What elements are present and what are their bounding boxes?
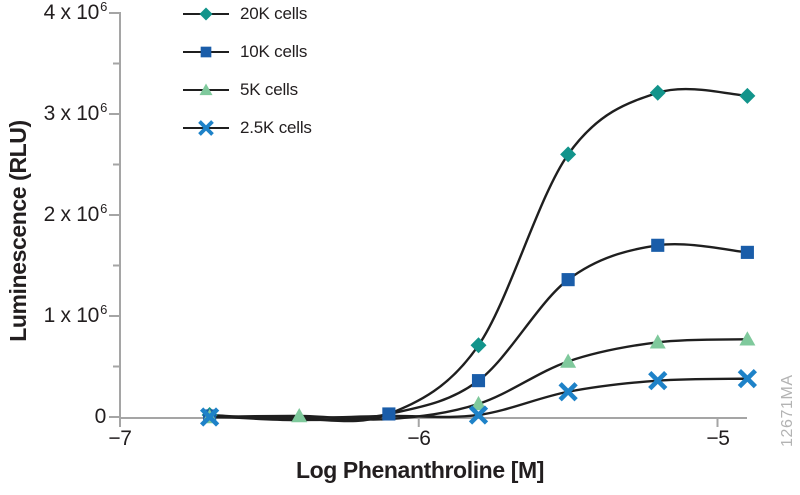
diamond-data-point-marker	[199, 7, 213, 21]
x-data-point-marker	[558, 382, 578, 402]
watermark-figure-id: 12671MA	[779, 374, 796, 447]
square-data-point-marker	[651, 238, 665, 252]
diamond-data-point-marker	[470, 337, 487, 354]
series-markers-10k-cells	[203, 238, 754, 423]
triangle-data-point-marker	[649, 334, 666, 349]
x-tick-label: −7	[108, 427, 132, 450]
y-tick-label: 0	[94, 405, 107, 428]
x-tick-label: −6	[407, 427, 431, 450]
legend-label: 10K cells	[240, 42, 308, 61]
diamond-data-point-marker	[560, 146, 577, 163]
square-data-point-marker	[382, 407, 396, 421]
triangle-marker-icon	[183, 83, 229, 96]
legend: 20K cells 10K cells 5K cells 2.5K cells	[183, 0, 312, 147]
y-tick-label: 3 x 106	[43, 100, 108, 125]
y-tick-label: 4 x 106	[43, 0, 108, 24]
curve-10k-cells	[209, 242, 748, 422]
legend-label: 2.5K cells	[240, 118, 312, 137]
y-tick-label: 2 x 106	[43, 201, 108, 226]
triangle-data-point-marker	[470, 395, 487, 411]
legend-label: 5K cells	[240, 80, 298, 99]
legend-item-2-5k-cells: 2.5K cells	[183, 109, 312, 147]
x-tick-label: −5	[706, 427, 730, 450]
x-data-point-marker	[648, 370, 668, 391]
triangle-data-point-marker	[560, 353, 577, 368]
legend-item-20k-cells: 20K cells	[183, 0, 312, 33]
legend-item-10k-cells: 10K cells	[183, 33, 312, 71]
square-data-point-marker	[740, 245, 754, 259]
x-marker-icon	[183, 120, 229, 136]
x-data-point-marker	[737, 368, 758, 389]
triangle-data-point-marker	[739, 331, 756, 346]
square-data-point-marker	[561, 273, 575, 287]
series-markers-2-5k-cells	[199, 368, 758, 427]
x-axis-title: Log Phenanthroline [M]	[295, 457, 544, 483]
x-data-point-marker	[468, 405, 489, 425]
square-data-point-marker	[471, 374, 486, 388]
diamond-marker-icon	[183, 7, 229, 21]
diamond-data-point-marker	[649, 84, 666, 101]
triangle-data-point-marker	[291, 407, 308, 423]
y-tick-label: 1 x 106	[43, 302, 108, 327]
legend-item-5k-cells: 5K cells	[183, 71, 312, 109]
triangle-data-point-marker	[199, 83, 213, 96]
x-data-point-marker	[198, 120, 214, 136]
legend-label: 20K cells	[240, 4, 308, 23]
x-data-point-marker	[199, 407, 220, 427]
square-data-point-marker	[200, 46, 212, 58]
diamond-data-point-marker	[739, 87, 756, 104]
y-axis-title: Luminescence (RLU)	[5, 120, 31, 342]
square-marker-icon	[183, 46, 229, 58]
